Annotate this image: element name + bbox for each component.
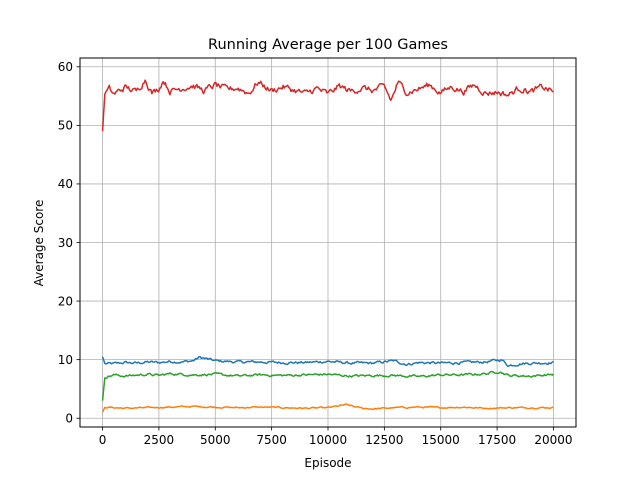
series-green-line xyxy=(101,370,554,401)
x-axis-label: Episode xyxy=(304,456,351,470)
x-tick-label: 2500 xyxy=(144,433,175,447)
y-tick-label: 60 xyxy=(58,60,73,74)
y-tick-label: 20 xyxy=(58,294,73,308)
ticks-layer: 0 2500 5000 7500 10000 12500 15000 17500 20000 0 1… xyxy=(58,60,573,447)
y-tick-label: 10 xyxy=(58,353,73,367)
x-tick-label: 10000 xyxy=(309,433,347,447)
x-tick-label: 7500 xyxy=(256,433,287,447)
x-tick-label: 12500 xyxy=(365,433,403,447)
y-tick-label: 0 xyxy=(65,412,73,426)
series-blue-line xyxy=(101,355,554,367)
x-tick-label: 17500 xyxy=(478,433,516,447)
x-tick-label: 5000 xyxy=(200,433,231,447)
series-orange-line xyxy=(101,403,554,413)
x-tick-label: 20000 xyxy=(534,433,572,447)
x-tick-label: 0 xyxy=(99,433,107,447)
x-tick-label: 15000 xyxy=(422,433,460,447)
y-tick-label: 40 xyxy=(58,177,73,191)
y-tick-label: 30 xyxy=(58,236,73,250)
y-tick-label: 50 xyxy=(58,119,73,133)
series-layer xyxy=(101,79,554,413)
chart-title: Running Average per 100 Games xyxy=(208,37,448,53)
series-red-line xyxy=(101,79,554,132)
y-axis-label: Average Score xyxy=(32,200,46,287)
